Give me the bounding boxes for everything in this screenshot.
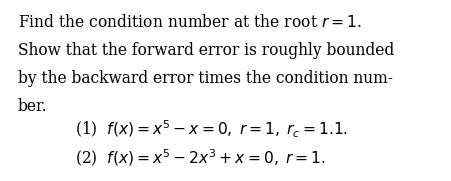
Text: (1)  $f(x) = x^5 - x = 0, \; r = 1, \; r_c = 1.1.$: (1) $f(x) = x^5 - x = 0, \; r = 1, \; r_… [75,119,348,140]
Text: (2)  $f(x) = x^5 - 2x^3 + x = 0, \; r = 1.$: (2) $f(x) = x^5 - 2x^3 + x = 0, \; r = 1… [75,147,326,168]
Text: ber.: ber. [18,98,48,115]
Text: by the backward error times the condition num-: by the backward error times the conditio… [18,70,393,87]
Text: Find the condition number at the root $r = 1$.: Find the condition number at the root $r… [18,14,362,31]
Text: Show that the forward error is roughly bounded: Show that the forward error is roughly b… [18,42,394,59]
